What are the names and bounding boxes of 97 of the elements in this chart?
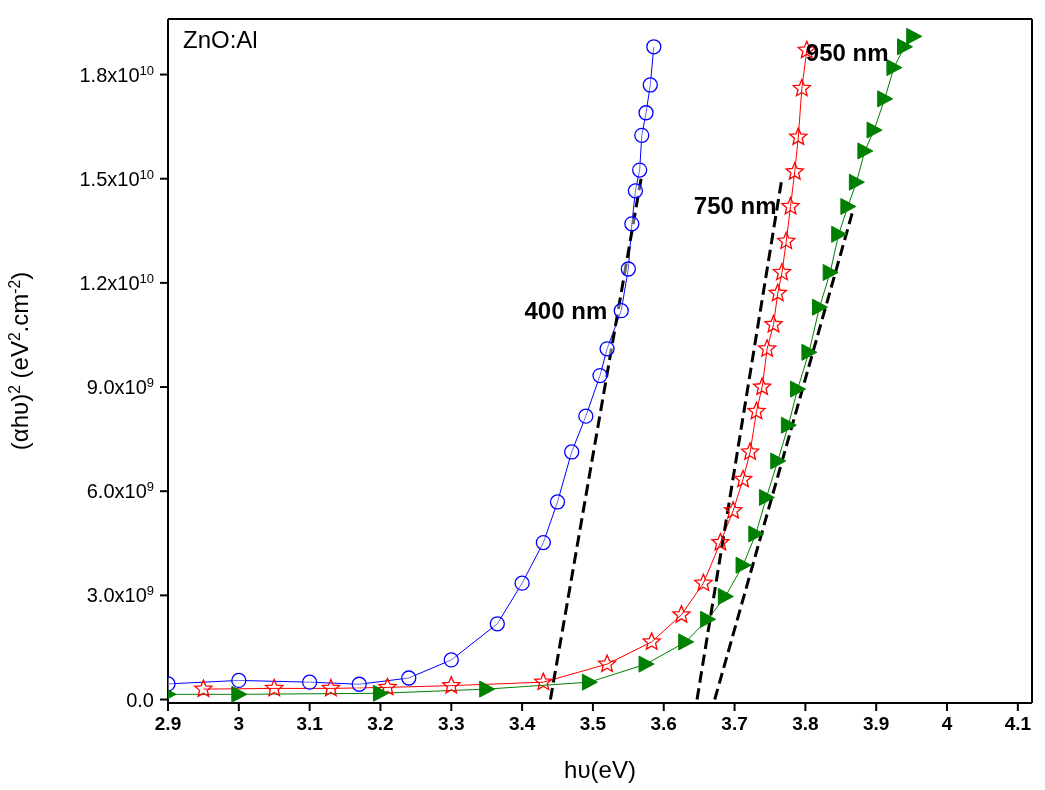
x-tick-label: 3.9 <box>862 713 890 735</box>
point <box>723 501 743 519</box>
point <box>770 452 787 470</box>
point <box>231 672 247 689</box>
point <box>777 231 796 250</box>
x-tick-label: 3.8 <box>792 713 819 735</box>
x-tick-label: 4.1 <box>1004 713 1032 735</box>
y-tick-label: 1.2x10$^{10}$ <box>79 270 154 294</box>
point <box>646 39 662 55</box>
y-tick-label: 0.0 <box>126 688 154 711</box>
point <box>906 27 923 45</box>
point <box>789 127 808 145</box>
point <box>489 616 505 632</box>
point <box>372 684 389 702</box>
x-tick-label: 3.5 <box>579 713 607 735</box>
point <box>812 298 829 316</box>
point <box>231 685 248 703</box>
point <box>866 121 883 139</box>
point <box>822 263 839 281</box>
point <box>578 408 594 424</box>
x-tick-label: 2.9 <box>154 713 182 735</box>
point <box>780 416 797 434</box>
point <box>401 670 417 686</box>
point <box>757 339 777 357</box>
point <box>564 444 580 460</box>
point <box>351 676 367 692</box>
point <box>897 38 914 56</box>
point <box>634 127 650 143</box>
point <box>265 678 284 697</box>
point <box>831 225 848 243</box>
point <box>772 262 792 281</box>
point <box>785 162 804 180</box>
x-tick-label: 3.2 <box>367 713 394 735</box>
point <box>790 380 807 398</box>
point <box>752 377 772 395</box>
point <box>620 261 636 277</box>
point <box>638 655 655 673</box>
point <box>534 672 553 691</box>
point <box>442 675 461 694</box>
y-tick-label: 1.5x10$^{10}$ <box>79 166 154 190</box>
point <box>857 142 874 160</box>
point <box>627 183 644 199</box>
y-tick-label: 9.0x10$^{9}$ <box>86 374 154 399</box>
point <box>848 173 865 191</box>
x-axis-title: hυ(eV) <box>564 756 636 784</box>
point <box>747 401 766 420</box>
point <box>748 525 765 543</box>
point <box>613 303 629 319</box>
point <box>592 367 608 384</box>
point <box>801 343 818 361</box>
point <box>599 341 615 357</box>
point <box>792 78 812 97</box>
y-tick-label: 3.0x10$^{9}$ <box>86 582 154 607</box>
x-tick-label: 3.1 <box>296 713 324 735</box>
point <box>758 488 775 506</box>
point <box>479 680 496 698</box>
x-tick-label: 3.6 <box>650 713 677 735</box>
series-label: 400 nm <box>524 296 608 324</box>
point <box>886 59 903 77</box>
annotation: ZnO:Al <box>183 26 258 54</box>
point <box>642 632 661 650</box>
x-tick-label: 3 <box>233 713 245 735</box>
point <box>301 674 318 690</box>
point <box>514 575 530 591</box>
point <box>378 677 397 696</box>
point <box>877 90 894 108</box>
point <box>700 610 717 628</box>
point <box>632 162 648 178</box>
x-tick-label: 4 <box>941 713 953 735</box>
point <box>194 679 213 698</box>
point <box>733 469 753 488</box>
x-tick-label: 3.4 <box>508 713 536 735</box>
point <box>678 633 695 651</box>
point <box>840 197 857 215</box>
point <box>443 652 459 668</box>
x-tick-label: 3.3 <box>438 713 465 735</box>
point <box>768 283 787 302</box>
point <box>581 673 598 691</box>
point <box>549 494 566 510</box>
point <box>735 556 752 574</box>
series-label: 750 nm <box>693 192 777 220</box>
y-tick-label: 1.8x10$^{10}$ <box>79 62 154 86</box>
point <box>781 196 800 215</box>
point <box>597 654 617 673</box>
point <box>672 605 691 623</box>
point <box>764 314 783 333</box>
point <box>694 573 713 592</box>
point <box>717 587 734 605</box>
point <box>638 105 654 121</box>
x-tick-label: 3.7 <box>721 713 748 735</box>
y-tick-label: 6.0x10$^{9}$ <box>86 478 154 503</box>
point <box>740 442 760 460</box>
point <box>321 678 341 697</box>
point <box>642 77 658 93</box>
point <box>624 216 640 232</box>
point <box>711 532 730 551</box>
point <box>535 534 551 551</box>
